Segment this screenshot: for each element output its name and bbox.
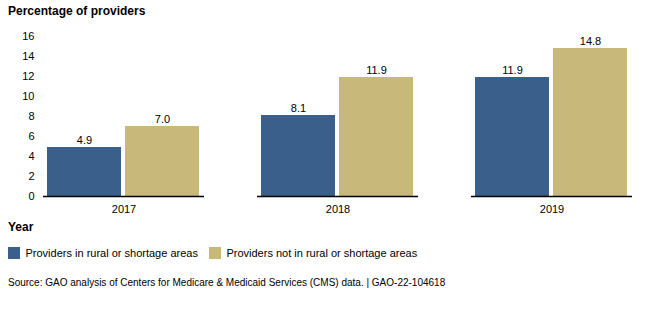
html-text:Providers not in rural or shor: Providers not in rural or shortage areas: [226, 246, 418, 259]
svg-text:0: 0: [28, 190, 34, 202]
svg-text:14.8: 14.8: [580, 35, 601, 47]
svg-text:2: 2: [28, 170, 34, 182]
svg-text:8.1: 8.1: [291, 102, 306, 114]
svg-text:10: 10: [22, 90, 34, 102]
svg-text:2017: 2017: [112, 203, 136, 215]
svg-text:14: 14: [22, 50, 34, 62]
svg-text:4: 4: [28, 150, 34, 162]
html-text:Year: Year: [8, 220, 34, 234]
svg-text:12: 12: [22, 70, 34, 82]
svg-text:2018: 2018: [326, 203, 350, 215]
svg-text:16: 16: [22, 30, 34, 42]
html-text:Providers in rural or shortage: Providers in rural or shortage areas: [25, 246, 198, 259]
svg-text:2019: 2019: [540, 203, 564, 215]
html-text:Percentage of providers: Percentage of providers: [8, 4, 146, 18]
svg-text:7.0: 7.0: [155, 113, 170, 125]
html-text:Source: GAO analysis of Center: Source: GAO analysis of Centers for Medi…: [8, 276, 446, 288]
svg-text:11.9: 11.9: [366, 64, 387, 76]
svg-text:11.9: 11.9: [502, 64, 523, 76]
svg-text:4.9: 4.9: [77, 134, 92, 146]
svg-text:8: 8: [28, 110, 34, 122]
svg-text:6: 6: [28, 130, 34, 142]
